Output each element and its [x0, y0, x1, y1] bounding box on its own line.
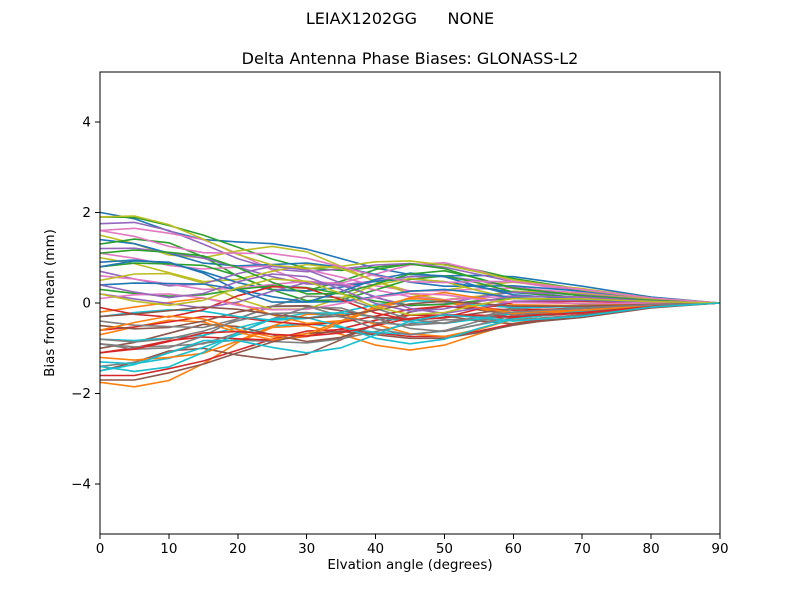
x-axis-label: Elvation angle (degrees): [327, 557, 493, 573]
x-tick-label: 80: [643, 541, 660, 557]
y-tick-label: −4: [71, 477, 91, 493]
x-tick-label: 40: [367, 541, 384, 557]
plot-line: [99, 299, 721, 322]
plot-line: [99, 262, 721, 304]
x-tick-label: 30: [298, 541, 315, 557]
y-tick-label: 0: [82, 296, 91, 312]
x-tick-label: 70: [574, 541, 591, 557]
x-tick-label: 0: [96, 541, 105, 557]
plot-line: [99, 300, 721, 319]
x-tick-label: 60: [505, 541, 522, 557]
x-tick-label: 90: [711, 541, 728, 557]
axes-title: Delta Antenna Phase Biases: GLONASS-L2: [241, 49, 579, 68]
plot-line: [99, 302, 721, 343]
y-axis-label: Bias from mean (mm): [42, 229, 58, 377]
x-tick-label: 20: [229, 541, 246, 557]
y-tick-label: 4: [82, 114, 91, 130]
plot-line: [99, 291, 721, 325]
y-tick-label: 2: [82, 205, 91, 221]
plot-line: [99, 302, 721, 372]
plot-line: [99, 249, 721, 304]
plot-line: [99, 273, 721, 313]
plot-line: [99, 211, 721, 304]
plot-line: [99, 285, 721, 322]
plot-line: [99, 281, 721, 315]
x-tick-label: 10: [160, 541, 177, 557]
plot-line: [99, 216, 721, 304]
x-tick-label: 50: [436, 541, 453, 557]
plot-line: [99, 278, 721, 316]
plot-line: [99, 227, 721, 304]
plot-line: [99, 302, 721, 350]
plot-line: [99, 229, 721, 304]
plot-line: [99, 302, 721, 368]
plot-line: [99, 302, 721, 354]
y-tick-label: −2: [71, 386, 91, 402]
figure-suptitle: LEIAX1202GG NONE: [305, 9, 495, 28]
